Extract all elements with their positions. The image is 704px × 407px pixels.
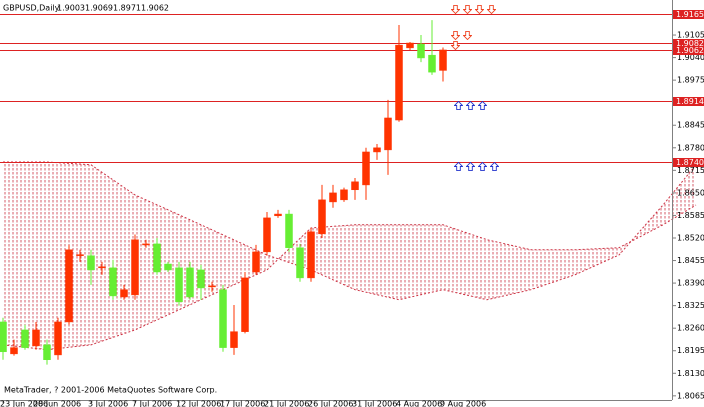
x-tick-label: 4 Aug 2006 xyxy=(396,400,442,407)
level-label: 1.9062 xyxy=(676,46,704,55)
candle-body xyxy=(0,321,7,353)
y-tick-label: 1.9040 xyxy=(677,53,704,62)
candle-body xyxy=(263,217,271,253)
level-label: 1.9165 xyxy=(676,10,704,19)
plot-area xyxy=(0,14,697,365)
candle-body xyxy=(296,247,304,279)
x-tick-label: 21 Jul 2006 xyxy=(264,400,309,407)
candle-body xyxy=(131,239,139,296)
candle-body xyxy=(76,254,84,256)
cloud-span-b xyxy=(2,204,697,351)
candle-body xyxy=(230,331,238,348)
level-label-box xyxy=(673,46,704,55)
x-tick-label: 17 Jul 2006 xyxy=(220,400,265,407)
copyright: MetaTrader, ? 2001-2006 MetaQuotes Softw… xyxy=(4,386,217,395)
candle-body xyxy=(219,289,227,348)
candle-body xyxy=(373,147,381,153)
candle-body xyxy=(54,321,62,356)
candle-body xyxy=(164,263,172,271)
x-tick-label: 26 Jul 2006 xyxy=(308,400,353,407)
x-tick-label: 23 Jun 2006 xyxy=(0,400,48,407)
candle-body xyxy=(406,42,414,49)
x-tick-label: 12 Jul 2006 xyxy=(176,400,221,407)
x-tick-label: 3 Jul 2006 xyxy=(88,400,128,407)
last-close: 1.9062 xyxy=(141,4,169,13)
candle-body xyxy=(186,267,194,298)
candle-body xyxy=(428,54,436,73)
y-tick-label: 1.8780 xyxy=(677,143,704,152)
y-tick-label: 1.8390 xyxy=(677,279,704,288)
candle-body xyxy=(98,266,106,269)
y-tick-label: 1.8260 xyxy=(677,324,704,333)
candle-body xyxy=(329,192,337,203)
level-label-box xyxy=(673,158,704,167)
candle-body xyxy=(274,213,282,217)
level-label: 1.8740 xyxy=(676,158,704,167)
candle-body xyxy=(395,44,403,121)
level-label: 1.8914 xyxy=(676,97,704,106)
y-tick-label: 1.8065 xyxy=(677,391,704,400)
last-low: 1.8971 xyxy=(113,4,141,13)
candle-body xyxy=(109,267,117,297)
y-tick-label: 1.8455 xyxy=(677,256,704,265)
last-open: 1.9003 xyxy=(57,4,85,13)
candle-body xyxy=(208,285,216,288)
candle-body xyxy=(384,117,392,151)
y-tick-label: 1.8520 xyxy=(677,233,704,242)
y-tick-label: 1.8845 xyxy=(677,121,704,130)
x-tick-label: 31 Jul 2006 xyxy=(352,400,397,407)
candle-body xyxy=(10,347,18,355)
candle-body xyxy=(87,255,95,271)
candle-body xyxy=(120,289,128,298)
y-tick-label: 1.9105 xyxy=(677,31,704,40)
candle-body xyxy=(417,43,425,59)
x-tick-label: 7 Jul 2006 xyxy=(132,400,172,407)
candle-body xyxy=(142,243,150,246)
y-tick-label: 1.8975 xyxy=(677,76,704,85)
candle-body xyxy=(307,231,315,279)
symbol: GBPUSD,Daily xyxy=(3,4,60,13)
candle-body xyxy=(362,151,370,186)
x-tick-label: 9 Aug 2006 xyxy=(440,400,486,407)
candle-body xyxy=(285,213,293,248)
y-tick-label: 1.8130 xyxy=(677,369,704,378)
level-label-box xyxy=(673,10,704,19)
y-tick-label: 1.8715 xyxy=(677,166,704,175)
candle-body xyxy=(65,249,73,323)
candle-body xyxy=(197,269,205,289)
level-label: 1.9082 xyxy=(676,39,704,48)
candle-body xyxy=(175,267,183,303)
y-tick-label: 1.8650 xyxy=(677,188,704,197)
y-tick-label: 1.8325 xyxy=(677,301,704,310)
candle-body xyxy=(340,189,348,201)
x-tick-label: 28 Jun 2006 xyxy=(33,400,81,407)
level-label-box xyxy=(673,39,704,48)
candle-body xyxy=(351,181,359,191)
y-tick-label: 1.8585 xyxy=(677,211,704,220)
candle-body xyxy=(241,277,249,332)
candle-body xyxy=(43,344,51,361)
candle-body xyxy=(252,251,260,273)
candle-body xyxy=(439,49,447,71)
level-label-box xyxy=(673,97,704,106)
candle-body xyxy=(318,199,326,235)
y-tick-label: 1.8195 xyxy=(677,346,704,355)
last-high: 1.9069 xyxy=(85,4,113,13)
candle-body xyxy=(21,329,29,348)
candle-body xyxy=(153,243,161,273)
candle-body xyxy=(32,329,40,347)
cloud-span-a xyxy=(3,161,697,301)
cloud-area xyxy=(3,162,696,350)
